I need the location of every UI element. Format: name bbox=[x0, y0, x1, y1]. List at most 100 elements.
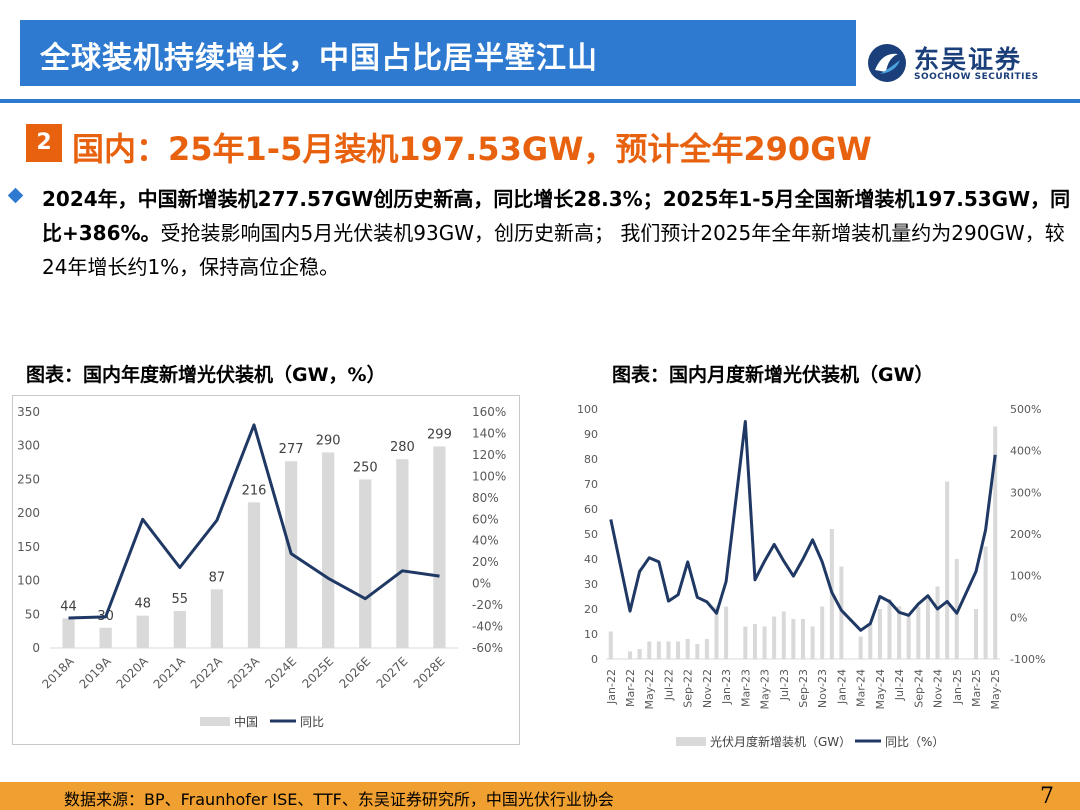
bar bbox=[656, 641, 661, 659]
bar bbox=[820, 606, 825, 659]
y2-tick-label: 20% bbox=[472, 555, 499, 569]
section-badge: 2 bbox=[26, 124, 62, 162]
bar-data-label: 277 bbox=[279, 442, 304, 457]
bullet-bold-text: 2024年，中国新增装机277.57GW创历史新高，同比增长28.3%；2025… bbox=[42, 187, 1071, 245]
legend-line-label: 同比 bbox=[300, 715, 324, 729]
bar bbox=[916, 606, 921, 659]
x-tick-label: Jul-24 bbox=[893, 669, 906, 701]
y2-tick-label: 200% bbox=[1010, 528, 1041, 541]
section-heading: 国内：25年1-5月装机197.53GW，预计全年290GW bbox=[72, 130, 872, 168]
x-tick-label: May-23 bbox=[759, 669, 772, 710]
y-tick-label: 30 bbox=[584, 578, 598, 591]
x-tick-label: Jan-24 bbox=[835, 669, 848, 705]
bar bbox=[714, 606, 719, 659]
y2-tick-label: 60% bbox=[472, 512, 499, 526]
bar-data-label: 216 bbox=[242, 483, 267, 498]
y-tick-label: 100 bbox=[577, 403, 598, 416]
bar bbox=[800, 619, 806, 659]
y2-tick-label: 80% bbox=[472, 491, 499, 505]
bar bbox=[993, 426, 998, 659]
x-tick-label: Jul-23 bbox=[778, 669, 791, 701]
bar bbox=[608, 631, 613, 659]
bar bbox=[906, 616, 911, 659]
bar bbox=[173, 610, 186, 648]
y2-tick-label: 120% bbox=[472, 448, 506, 462]
y2-tick-label: -20% bbox=[472, 598, 503, 612]
left-chart-frame bbox=[12, 395, 520, 745]
bar bbox=[839, 566, 844, 659]
y2-tick-label: 40% bbox=[472, 534, 499, 548]
y-tick-label: 350 bbox=[17, 405, 40, 419]
bar bbox=[637, 649, 642, 659]
y-tick-label: 60 bbox=[584, 503, 598, 516]
x-tick-label: Sep-24 bbox=[912, 669, 925, 708]
bar bbox=[359, 479, 372, 648]
y-tick-label: 0 bbox=[591, 653, 598, 666]
bar bbox=[136, 615, 149, 648]
x-tick-label: May-22 bbox=[643, 669, 656, 710]
y-tick-label: 80 bbox=[584, 453, 598, 466]
y2-tick-label: -100% bbox=[1010, 653, 1045, 666]
bar bbox=[676, 641, 681, 659]
y2-tick-label: 500% bbox=[1010, 403, 1041, 416]
bar-data-label: 250 bbox=[353, 460, 378, 475]
y-tick-label: 150 bbox=[17, 540, 40, 554]
y-tick-label: 10 bbox=[584, 628, 598, 641]
logo: 东吴证券 SOOCHOW SECURITIES bbox=[866, 38, 1066, 88]
bar bbox=[743, 626, 748, 659]
bar bbox=[868, 624, 873, 659]
bar bbox=[925, 596, 930, 659]
x-tick-label: Mar-24 bbox=[855, 669, 868, 707]
y2-tick-label: 140% bbox=[472, 426, 506, 440]
bar bbox=[433, 446, 446, 648]
bullet-normal-text: 受抢装影响国内5月光伏装机93GW，创历史新高； 我们预计2025年全年新增装机… bbox=[42, 221, 1065, 279]
y-tick-label: 50 bbox=[584, 528, 598, 541]
x-tick-label: Jan-22 bbox=[605, 669, 618, 705]
y2-tick-label: 160% bbox=[472, 405, 506, 419]
bar bbox=[724, 606, 729, 659]
x-tick-label: May-25 bbox=[989, 669, 1002, 710]
y2-tick-label: 400% bbox=[1010, 445, 1041, 458]
y-tick-label: 0 bbox=[32, 641, 40, 655]
bar bbox=[954, 559, 959, 659]
y2-tick-label: 0% bbox=[1010, 611, 1027, 624]
yoy-line bbox=[609, 420, 997, 632]
y2-tick-label: -40% bbox=[472, 620, 503, 634]
x-tick-label: Sep-22 bbox=[682, 669, 695, 708]
bar bbox=[210, 589, 224, 648]
x-tick-label: Jul-22 bbox=[662, 669, 675, 701]
page-title: 全球装机持续增长，中国占比居半壁江山 bbox=[40, 41, 598, 76]
y-tick-label: 100 bbox=[17, 574, 40, 588]
bar bbox=[752, 624, 757, 659]
bar bbox=[791, 619, 796, 659]
x-tick-label: May-24 bbox=[874, 669, 887, 710]
bar-data-label: 48 bbox=[134, 597, 151, 612]
bar bbox=[858, 636, 863, 659]
x-tick-label: Mar-23 bbox=[739, 669, 752, 707]
y-tick-label: 300 bbox=[17, 439, 40, 453]
bar-data-label: 290 bbox=[316, 433, 341, 448]
bar bbox=[983, 546, 988, 659]
header-rule bbox=[0, 99, 1080, 103]
y-tick-label: 250 bbox=[17, 472, 40, 486]
bar bbox=[396, 459, 409, 648]
bar bbox=[935, 586, 940, 659]
x-tick-label: Jan-23 bbox=[720, 669, 733, 705]
logo-name-cn: 东吴证券 bbox=[914, 45, 1023, 74]
title-bar bbox=[20, 20, 856, 86]
footer-bar bbox=[0, 782, 1080, 810]
bar bbox=[695, 644, 700, 659]
bar bbox=[973, 609, 978, 659]
source-note: 数据来源：BP、Fraunhofer ISE、TTF、东吴证券研究所，中国光伏行… bbox=[64, 790, 614, 809]
y-tick-label: 50 bbox=[25, 607, 40, 621]
legend-bar-swatch bbox=[676, 737, 706, 746]
bar-data-label: 280 bbox=[390, 440, 415, 455]
bar bbox=[772, 616, 777, 659]
x-tick-label: Nov-22 bbox=[701, 669, 714, 708]
y2-tick-label: 100% bbox=[1010, 570, 1041, 583]
page-number: 7 bbox=[1040, 784, 1054, 809]
bar-data-label: 55 bbox=[172, 592, 189, 607]
y-tick-label: 70 bbox=[584, 478, 598, 491]
bar bbox=[685, 639, 690, 659]
